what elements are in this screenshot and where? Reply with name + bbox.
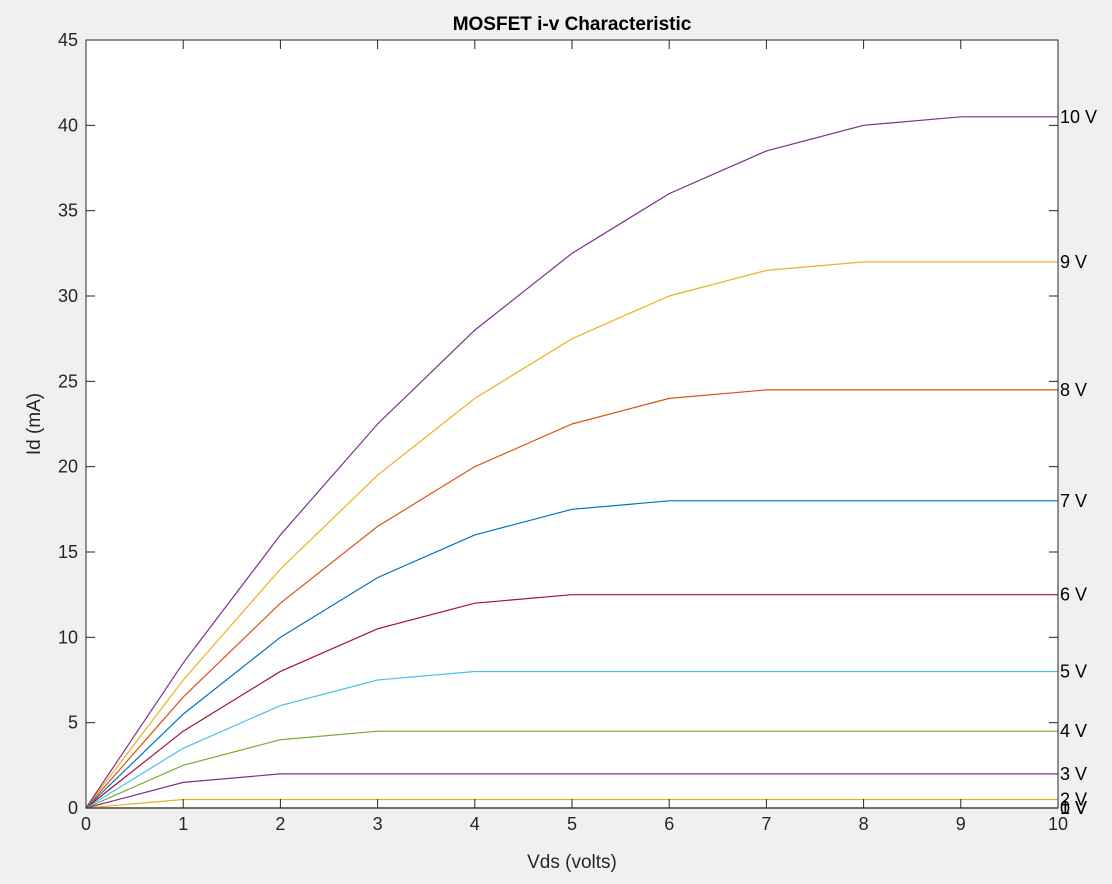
curve-label-1: 1 V bbox=[1060, 798, 1087, 818]
x-tick-label: 10 bbox=[1048, 814, 1068, 834]
x-tick-label: 4 bbox=[470, 814, 480, 834]
curve-label-5: 5 V bbox=[1060, 661, 1087, 681]
series-line-4 bbox=[85, 730, 1058, 809]
x-tick-label: 9 bbox=[956, 814, 966, 834]
series-line-8 bbox=[85, 389, 1058, 809]
x-tick-label: 8 bbox=[859, 814, 869, 834]
y-tick-label: 45 bbox=[58, 30, 78, 50]
series-line-9 bbox=[85, 261, 1058, 809]
y-tick-label: 40 bbox=[58, 115, 78, 135]
curve-label-7: 7 V bbox=[1060, 491, 1087, 511]
y-axis-label: Id (mA) bbox=[24, 393, 45, 455]
y-tick-label: 20 bbox=[58, 457, 78, 477]
series-line-3 bbox=[85, 773, 1058, 809]
series-line-10 bbox=[85, 116, 1058, 809]
y-tick-label: 0 bbox=[68, 798, 78, 818]
x-tick-label: 1 bbox=[178, 814, 188, 834]
x-tick-label: 5 bbox=[567, 814, 577, 834]
curve-label-4: 4 V bbox=[1060, 721, 1087, 741]
x-axis-label: Vds (volts) bbox=[527, 852, 617, 873]
y-tick-label: 30 bbox=[58, 286, 78, 306]
x-tick-label: 0 bbox=[81, 814, 91, 834]
y-tick-label: 35 bbox=[58, 201, 78, 221]
curve-label-6: 6 V bbox=[1060, 585, 1087, 605]
curve-label-9: 9 V bbox=[1060, 252, 1087, 272]
curve-label-2: 2 V bbox=[1060, 789, 1087, 809]
x-tick-label: 6 bbox=[664, 814, 674, 834]
x-tick-label: 7 bbox=[761, 814, 771, 834]
curve-label-0: 0 V bbox=[1060, 798, 1087, 818]
series-line-5 bbox=[85, 670, 1058, 809]
y-tick-label: 25 bbox=[58, 371, 78, 391]
series-line-6 bbox=[85, 594, 1058, 809]
curve-label-10: 10 V bbox=[1060, 107, 1097, 127]
curve-label-8: 8 V bbox=[1060, 380, 1087, 400]
y-tick-label: 10 bbox=[58, 627, 78, 647]
series-line-7 bbox=[85, 500, 1058, 809]
curve-label-layer: 0 V1 V2 V 3 V 4 V 5 V 6 V 7 V 8 V 9 V 10 V bbox=[1060, 107, 1097, 818]
y-tick-label: 5 bbox=[68, 713, 78, 733]
x-tick-label: 2 bbox=[275, 814, 285, 834]
y-tick-label: 15 bbox=[58, 542, 78, 562]
chart-title: MOSFET i-v Characteristic bbox=[453, 14, 692, 35]
curve-label-3: 3 V bbox=[1060, 764, 1087, 784]
x-tick-label: 3 bbox=[373, 814, 383, 834]
